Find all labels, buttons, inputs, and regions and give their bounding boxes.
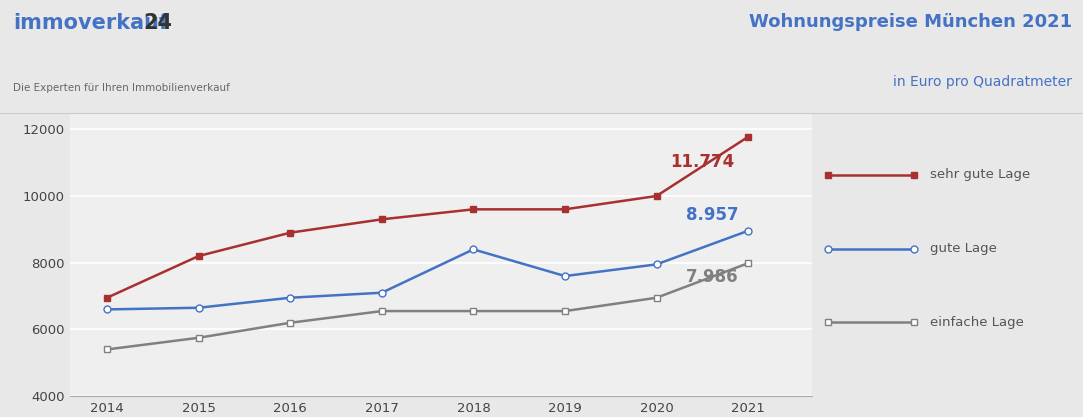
- Text: sehr gute Lage: sehr gute Lage: [929, 168, 1030, 181]
- Text: 8.957: 8.957: [687, 206, 739, 224]
- Text: 7.986: 7.986: [687, 268, 739, 286]
- Text: einfache Lage: einfache Lage: [929, 316, 1023, 329]
- Text: gute Lage: gute Lage: [929, 242, 996, 255]
- Text: Wohnungspreise München 2021: Wohnungspreise München 2021: [749, 13, 1072, 30]
- Text: 24: 24: [143, 13, 172, 33]
- Text: in Euro pro Quadratmeter: in Euro pro Quadratmeter: [893, 75, 1072, 89]
- Text: immoverkauf: immoverkauf: [13, 13, 168, 33]
- Text: 11.774: 11.774: [670, 153, 734, 171]
- Text: Die Experten für Ihren Immobilienverkauf: Die Experten für Ihren Immobilienverkauf: [13, 83, 230, 93]
